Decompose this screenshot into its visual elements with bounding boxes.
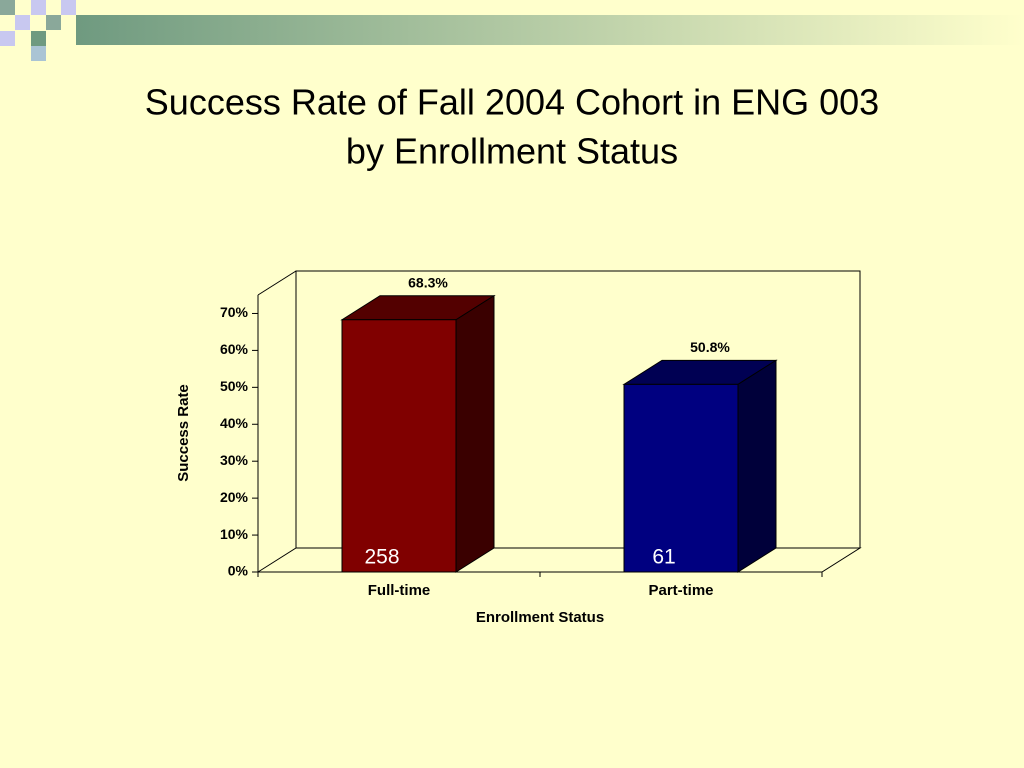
x-tick-label: Part-time [648,582,713,599]
decoration [0,0,1024,61]
title-line: by Enrollment Status [346,131,678,172]
y-tick-label: 40% [220,415,249,431]
bar [623,383,739,573]
y-tick-label: 20% [220,489,249,505]
y-tick-label: 30% [220,452,249,468]
y-tick-label: 70% [220,304,249,320]
bar-side [455,294,495,573]
plot: 0% 10% 20% 30% 40% 50% 60% 70% 68.3% 258 Full-time… [220,270,862,599]
value-label: 68.3% [408,274,448,290]
y-axis-label: Success Rate [175,384,192,482]
bar-side [737,359,777,573]
bar [341,319,457,573]
value-label: 50.8% [690,339,730,355]
y-tick-label: 60% [220,341,249,357]
side-wall-top [257,270,297,296]
back-wall [295,270,861,549]
x-tick-label: Full-time [368,582,431,599]
title-line: Success Rate of Fall 2004 Cohort in ENG … [145,82,879,123]
bar-annotation: 258 [364,546,399,569]
y-tick-label: 10% [220,526,249,542]
x-axis-label: Enrollment Status [476,609,604,626]
y-tick-label: 0% [228,563,249,579]
bar-annotation: 61 [652,546,675,569]
y-tick-label: 50% [220,378,249,394]
